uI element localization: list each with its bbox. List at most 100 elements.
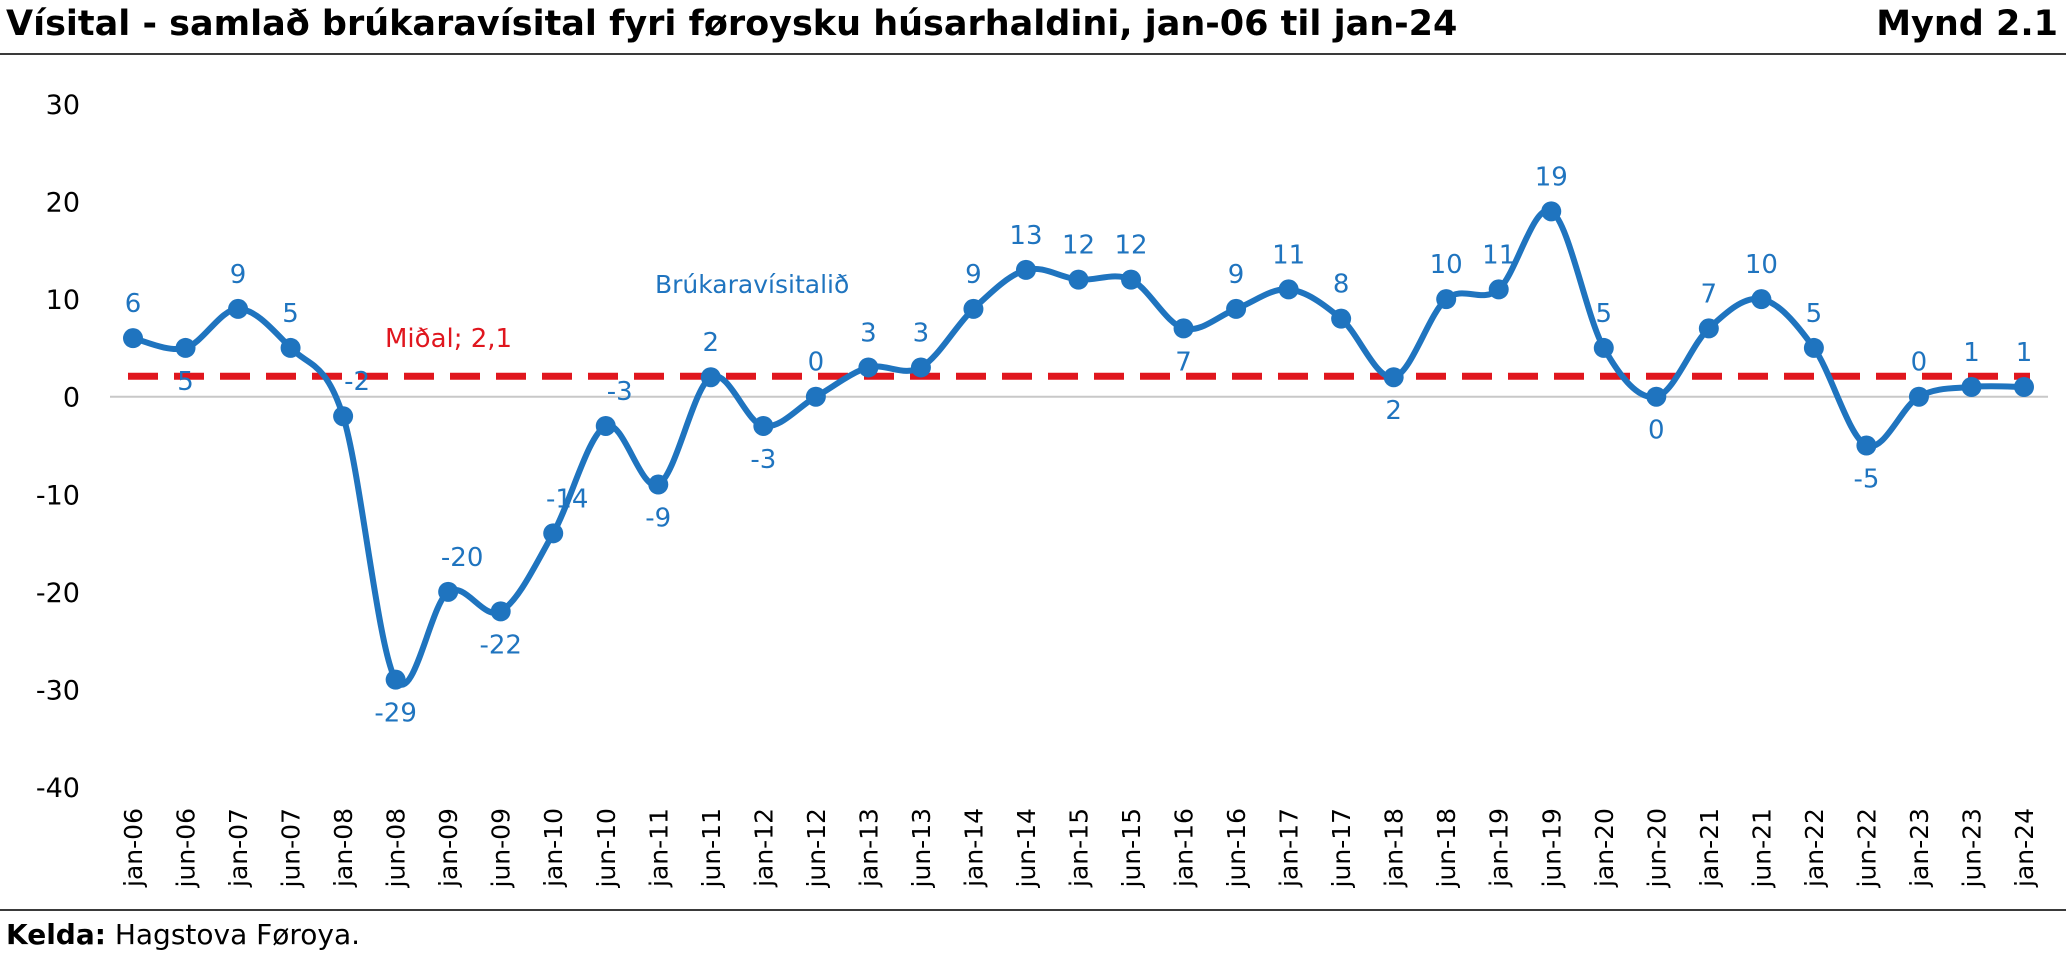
x-tick-label: jun-23 [1958, 808, 1987, 888]
data-label: -3 [750, 445, 776, 475]
data-point [648, 474, 669, 495]
x-tick-label: jun-15 [1117, 808, 1146, 888]
data-point [1226, 298, 1247, 319]
data-point [1856, 435, 1877, 456]
x-tick-label: jun-21 [1747, 808, 1776, 888]
data-label: 5 [177, 367, 194, 397]
data-point [123, 328, 143, 349]
data-label: 7 [1175, 347, 1192, 377]
series-line [132, 207, 2025, 688]
data-label: 19 [1535, 162, 1568, 192]
x-tick-label: jun-18 [1432, 808, 1461, 888]
data-point [700, 367, 721, 388]
x-tick-label: jun-10 [592, 808, 621, 888]
data-label: -14 [546, 484, 588, 514]
data-label: 0 [1911, 348, 1928, 378]
y-tick-label: -30 [36, 675, 80, 706]
data-label: 0 [808, 348, 825, 378]
x-tick-label: jan-21 [1695, 808, 1724, 888]
data-label: -3 [607, 377, 633, 407]
data-point [1803, 337, 1824, 358]
x-tick-label: jan-12 [749, 808, 778, 888]
chart-title: Vísital - samlað brúkaravísital fyri før… [6, 4, 1458, 44]
source-label: Kelda: [6, 918, 106, 951]
data-point [1908, 386, 1929, 407]
data-point [1646, 386, 1667, 407]
data-point [595, 415, 616, 436]
data-point [1698, 318, 1719, 339]
y-tick-label: -10 [36, 480, 80, 511]
data-point [333, 406, 354, 427]
data-label: 0 [1648, 416, 1665, 446]
data-label: 10 [1745, 250, 1778, 280]
data-label: 2 [703, 328, 720, 358]
data-point [543, 523, 564, 544]
x-tick-label: jan-10 [539, 808, 568, 888]
x-tick-label: jun-11 [697, 808, 726, 888]
data-label: 5 [282, 299, 299, 329]
data-point [1331, 308, 1352, 329]
data-point [753, 415, 774, 436]
x-tick-label: jan-23 [1905, 808, 1934, 888]
y-axis: 30 20 10 0 -10 -20 -30 -40 [36, 90, 80, 804]
x-tick-label: jun-12 [802, 808, 831, 888]
data-label: 5 [1806, 299, 1823, 329]
data-label: 3 [860, 318, 877, 348]
x-tick-label: jun-07 [277, 808, 306, 888]
data-label: 8 [1333, 270, 1350, 300]
x-tick-label: jun-20 [1642, 808, 1671, 888]
data-point [1015, 259, 1036, 280]
x-tick-label: jan-17 [1275, 808, 1304, 888]
x-tick-label: jun-16 [1222, 808, 1251, 888]
data-label: 9 [965, 260, 982, 290]
data-point [2014, 376, 2034, 397]
data-point [1278, 279, 1299, 300]
x-tick-label: jan-15 [1065, 808, 1094, 888]
y-tick-label: 30 [46, 90, 80, 121]
source-note: Kelda: Hagstova Føroya. [6, 918, 360, 951]
data-label: 12 [1114, 231, 1147, 261]
data-point [1121, 269, 1142, 290]
data-label: 11 [1482, 240, 1515, 270]
y-tick-label: -40 [36, 773, 80, 804]
data-point [1068, 269, 1089, 290]
x-tick-label: jun-22 [1852, 808, 1881, 888]
x-tick-label: jan-18 [1380, 808, 1409, 888]
x-tick-label: jun-09 [487, 808, 516, 888]
source-text: Hagstova Føroya. [114, 918, 361, 951]
figure-number: Mynd 2.1 [1876, 4, 2058, 44]
data-label: 12 [1062, 231, 1095, 261]
data-point [280, 337, 301, 358]
x-tick-label: jun-14 [1012, 808, 1041, 888]
data-label: -5 [1853, 465, 1879, 495]
x-tick-label: jun-13 [907, 808, 936, 888]
data-label: 9 [1228, 260, 1245, 290]
data-point [1541, 201, 1562, 222]
data-point [1173, 318, 1194, 339]
data-label: 11 [1272, 240, 1305, 270]
x-tick-label: jan-14 [959, 808, 988, 888]
series-points [123, 201, 2034, 690]
data-label: -2 [344, 367, 370, 397]
x-tick-label: jan-19 [1485, 808, 1514, 888]
data-point [1488, 279, 1509, 300]
data-label: 1 [2016, 338, 2033, 368]
x-tick-label: jan-24 [2010, 808, 2039, 888]
x-tick-label: jan-08 [329, 808, 358, 888]
data-label: 13 [1009, 221, 1042, 251]
data-label: 9 [230, 260, 247, 290]
x-tick-label: jan-20 [1590, 808, 1619, 888]
data-label: 3 [913, 318, 930, 348]
x-axis: jan-06 jun-06 jan-07 jun-07 jan-08 jun-08 jan-… [119, 808, 2039, 889]
x-tick-label: jan-22 [1800, 808, 1829, 888]
data-label: 1 [1963, 338, 1980, 368]
x-tick-label: jan-16 [1170, 808, 1199, 888]
data-label: -22 [479, 630, 521, 660]
data-point [175, 337, 196, 358]
data-point [1593, 337, 1614, 358]
data-point [910, 357, 931, 378]
data-point [228, 298, 249, 319]
x-tick-label: jan-13 [854, 808, 883, 888]
